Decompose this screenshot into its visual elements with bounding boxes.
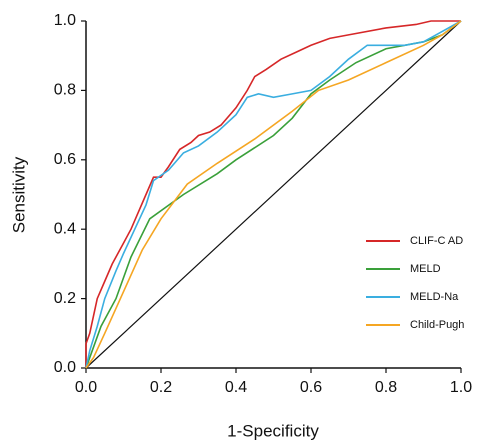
- legend-label: Child-Pugh: [410, 319, 464, 331]
- x-tick-label: 0.8: [375, 379, 397, 396]
- roc-curve: [85, 20, 462, 369]
- x-tick-label: 0.0: [75, 379, 97, 396]
- y-tick-label: 0.2: [54, 290, 76, 307]
- y-tick-label: 0.0: [54, 359, 76, 376]
- y-tick-label: 1.0: [54, 12, 76, 29]
- roc-curve: [85, 20, 462, 369]
- y-axis-title: Sensitivity: [9, 156, 28, 233]
- legend-label: MELD: [410, 263, 441, 275]
- y-tick-label: 0.4: [54, 220, 76, 237]
- x-tick-label: 0.6: [300, 379, 322, 396]
- x-axis-title: 1-Specificity: [227, 421, 319, 440]
- y-tick-label: 0.8: [54, 82, 76, 99]
- x-tick-label: 0.4: [225, 379, 247, 396]
- x-tick-label: 1.0: [450, 379, 472, 396]
- roc-curve: [85, 20, 462, 369]
- reference-diagonal: [85, 20, 462, 369]
- legend-label: CLIF-C AD: [410, 235, 463, 247]
- roc-curve: [85, 20, 461, 368]
- legend-label: MELD-Na: [410, 291, 459, 303]
- y-tick-label: 0.6: [54, 151, 76, 168]
- x-tick-label: 0.2: [150, 379, 172, 396]
